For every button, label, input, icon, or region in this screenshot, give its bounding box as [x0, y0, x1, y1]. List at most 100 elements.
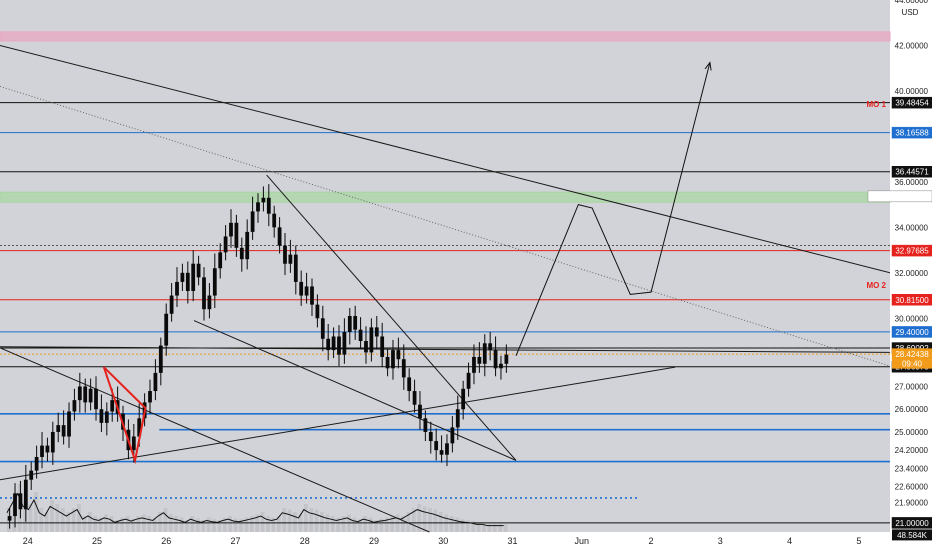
candle-body: [428, 431, 433, 442]
candle-body: [342, 331, 347, 355]
volume-bar: [271, 517, 276, 532]
y-tick-label: 30.00000: [895, 314, 929, 323]
candle-body: [374, 327, 379, 337]
volume-tag-label: 48.584K: [897, 531, 927, 540]
candle-body: [488, 343, 493, 351]
candle-body: [320, 318, 325, 339]
x-tick-label: 30: [438, 536, 448, 546]
volume-bar: [266, 516, 270, 532]
volume-bar: [87, 512, 92, 532]
candle-body: [148, 391, 152, 403]
volume-bar: [293, 512, 297, 532]
candle-body: [164, 313, 169, 346]
volume-bar: [163, 508, 168, 532]
x-tick-label: 26: [161, 536, 171, 546]
mo1-label: MO 1: [866, 100, 886, 109]
volume-bar: [492, 524, 497, 532]
volume-bar: [98, 517, 103, 532]
candle-body: [288, 254, 293, 264]
volume-bar: [314, 509, 319, 532]
candle-body: [364, 341, 368, 353]
candle-body: [396, 350, 401, 360]
volume-bar: [109, 516, 114, 532]
price-tag-bg: [891, 165, 932, 178]
price-axis[interactable]: [890, 0, 932, 550]
volume-bar: [28, 504, 33, 532]
trend-lines-layer: [0, 44, 891, 533]
triangle-pattern: [102, 366, 147, 465]
candle-body: [94, 388, 98, 410]
x-tick-label: 2: [649, 536, 654, 546]
candle-body: [250, 211, 255, 232]
price-tag-label: 30.81500: [895, 296, 929, 305]
price-tag-label: 38.16588: [895, 129, 929, 138]
x-tick-label: 31: [508, 536, 518, 546]
candle-body: [45, 445, 50, 453]
volume-bar: [384, 517, 389, 532]
y-tick-label: 44.00000: [895, 0, 929, 5]
mo2-label: MO 2: [866, 281, 886, 290]
volume-bar: [60, 508, 65, 532]
candle-body: [23, 479, 28, 510]
candle-body: [191, 263, 196, 292]
candle-body: [40, 445, 44, 457]
candle-body: [412, 391, 417, 405]
candle-body: [245, 231, 250, 260]
candle-body: [369, 327, 374, 353]
x-tick-label: Jun: [575, 536, 590, 546]
price-tag-label: 39.48454: [895, 99, 929, 108]
price-tag-bg: [867, 190, 932, 203]
volume-bar: [390, 516, 395, 532]
x-tick-label: 4: [787, 536, 792, 546]
candle-body: [326, 338, 331, 351]
volume-bar: [125, 516, 130, 532]
candle-body: [315, 304, 320, 319]
candle-body: [472, 356, 476, 373]
candle-body: [401, 359, 406, 378]
candle-body: [266, 197, 271, 214]
volume-bar: [260, 512, 265, 532]
volume-bar: [93, 516, 98, 532]
candle-body: [477, 356, 482, 364]
volume-bar: [190, 516, 195, 532]
candle-body: [88, 388, 93, 403]
volume-bar: [320, 512, 324, 532]
candle-body: [423, 418, 428, 432]
volume-bar: [55, 504, 60, 532]
annotations-layer: [102, 61, 712, 465]
price-tag-label: 29.40000: [895, 328, 929, 337]
volume-bar: [282, 508, 287, 532]
volume-bar: [114, 520, 119, 532]
volume-bar: [487, 524, 492, 532]
candle-body: [137, 418, 142, 437]
price-tag-bg: [891, 96, 932, 109]
y-tick-label: 42.00000: [895, 41, 929, 50]
y-tick-label: 34.00000: [895, 223, 929, 232]
volume-bar: [422, 506, 427, 532]
volume-bar: [471, 520, 476, 532]
candle-body: [29, 470, 34, 480]
volume-bar: [498, 524, 503, 532]
volume-bar: [433, 509, 438, 532]
candle-body: [499, 363, 503, 369]
candle-body: [212, 268, 217, 296]
y-tick-label: 32.00000: [895, 269, 929, 278]
volume-bar: [82, 516, 87, 532]
candle-body: [385, 356, 390, 369]
x-tick-label: 27: [230, 536, 240, 546]
volume-bar: [455, 517, 459, 532]
volume-bar: [411, 508, 416, 532]
volume-ma-line: [6, 492, 504, 527]
candle-body: [272, 213, 277, 228]
trend-line-1: [0, 85, 891, 367]
volume-bar: [309, 508, 314, 532]
candle-body: [358, 329, 363, 342]
volume-bar: [438, 512, 443, 532]
candle-body: [83, 386, 88, 403]
x-tick-label: 5: [856, 536, 861, 546]
candle-body: [196, 263, 201, 278]
time-axis[interactable]: [0, 532, 890, 550]
y-tick-label: 24.20000: [895, 446, 929, 455]
